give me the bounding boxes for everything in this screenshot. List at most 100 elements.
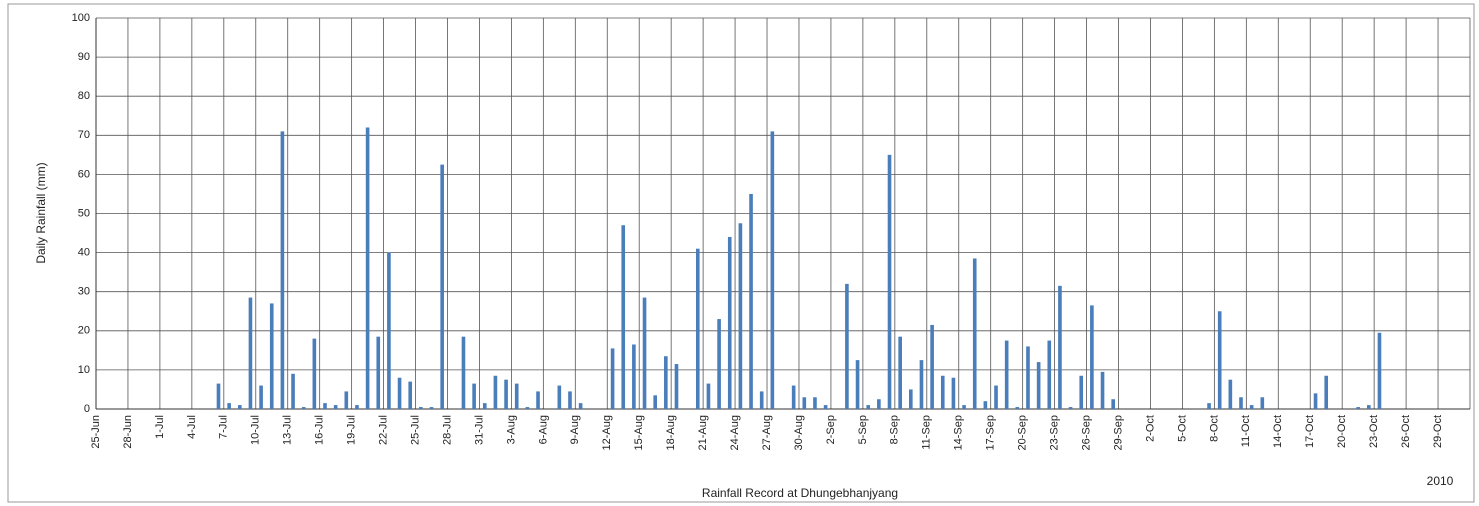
bar [1313,393,1318,409]
y-tick-label: 90 [78,51,90,63]
bar [408,381,413,409]
annotation: 2010 [1427,474,1454,488]
x-tick-label: 14-Oct [1272,415,1284,448]
y-tick-label: 100 [72,12,90,24]
bar [919,360,924,409]
x-tick-label: 5-Oct [1176,415,1188,442]
bar [333,405,338,409]
x-tick-label: 26-Oct [1400,415,1412,448]
bar [930,324,934,409]
x-axis-title: Rainfall Record at Dhungebhanjyang [702,486,898,500]
bar [802,397,807,409]
x-tick-label: 20-Oct [1336,415,1348,448]
x-tick-label: 9-Aug [569,415,581,444]
bar [845,283,849,409]
bar [632,344,636,409]
y-tick-label: 20 [78,325,90,337]
bar [259,385,263,409]
bar [1356,407,1360,409]
bar [429,407,434,409]
bar [887,154,892,409]
x-tick-label: 6-Aug [537,415,549,444]
bar [1239,397,1243,409]
x-tick-label: 2-Oct [1144,415,1156,442]
x-tick-label: 11-Oct [1240,415,1252,447]
x-tick-label: 1-Jul [154,415,166,439]
bar [387,252,391,409]
x-tick-label: 19-Jul [346,415,358,445]
x-tick-label: 17-Sep [985,415,997,450]
bar [525,407,530,409]
bar [514,383,519,409]
bar [866,405,871,409]
bar [216,383,221,409]
x-tick-label: 31-Jul [473,415,485,445]
y-tick-label: 40 [78,247,90,259]
bar [951,377,956,409]
bar [1324,375,1329,409]
bar [365,127,370,409]
bar [1377,332,1382,409]
y-tick-label: 10 [78,364,90,376]
bar [813,397,817,409]
bar [323,403,327,409]
bar [1015,407,1020,409]
x-tick-label: 20-Sep [1017,415,1029,450]
x-tick-label: 7-Jul [218,415,230,439]
bar [1036,362,1041,409]
bar [461,336,466,409]
bar [877,399,881,409]
bar [940,375,945,409]
bar [419,407,423,409]
x-tick-label: 5-Sep [857,415,869,444]
bar [727,236,732,409]
x-tick-label: 21-Aug [697,415,709,450]
bar [610,348,615,409]
bar [536,391,540,409]
x-tick-label: 14-Sep [953,415,965,450]
bar [653,395,657,409]
x-tick-label: 4-Jul [186,415,198,439]
bar [770,131,775,409]
x-tick-label: 26-Sep [1080,415,1092,450]
bar [301,407,306,409]
bar [738,223,743,409]
x-tick-label: 30-Aug [793,415,805,450]
bar [1100,371,1105,409]
bar [962,405,966,409]
x-tick-label: 23-Sep [1049,415,1061,450]
bar [482,403,487,409]
y-tick-label: 0 [84,403,90,415]
x-tick-label: 23-Oct [1368,415,1380,448]
bar [557,385,562,409]
bar [1111,399,1115,409]
frame [7,3,1475,503]
x-tick-label: 10-Jul [250,415,262,445]
bar [376,336,381,409]
bar [1217,311,1222,409]
bar [1228,379,1233,409]
bar [983,401,988,409]
bar [248,297,253,409]
bar [1260,397,1265,409]
bar [909,389,913,409]
x-tick-label: 28-Jun [122,415,134,449]
bar [717,319,721,409]
bar [280,131,285,409]
bar [269,303,274,409]
x-tick-label: 15-Aug [633,415,645,450]
y-axis-title: Daily Rainfall (mm) [34,162,48,263]
x-tick-label: 28-Jul [441,415,453,445]
x-tick-label: 25-Jul [409,415,421,445]
y-tick-label: 80 [78,90,90,102]
bar [504,379,508,409]
x-tick-label: 27-Aug [761,415,773,450]
bar [1068,407,1073,409]
x-tick-label: 11-Sep [921,415,933,450]
bar [344,391,349,409]
y-tick-label: 30 [78,286,90,298]
bar [1026,346,1030,409]
bar [1047,340,1052,409]
x-tick-label: 29-Sep [1112,415,1124,450]
